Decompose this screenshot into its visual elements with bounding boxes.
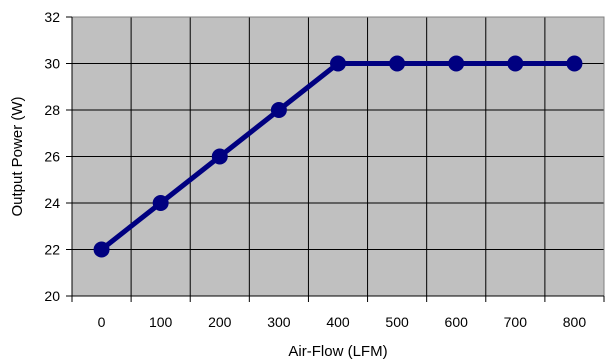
x-tick-label: 100 <box>149 314 173 330</box>
data-series <box>93 55 583 258</box>
data-point <box>507 55 524 72</box>
x-tick-label: 800 <box>563 314 587 330</box>
y-tick-label: 26 <box>44 149 60 165</box>
data-point <box>93 241 110 258</box>
y-tick-label: 28 <box>44 102 60 118</box>
y-tick-label: 32 <box>44 9 60 25</box>
tick-labels: 20 22 24 26 28 30 32 0 100 200 300 400 500 600 700 800 <box>44 9 586 330</box>
y-tick-label: 24 <box>44 195 60 211</box>
x-tick-label: 0 <box>98 314 106 330</box>
data-point <box>566 55 583 72</box>
data-point <box>152 195 169 211</box>
x-tick-label: 600 <box>445 314 469 330</box>
data-point <box>270 102 287 118</box>
x-tick-label: 500 <box>385 314 409 330</box>
data-point <box>330 55 346 72</box>
y-axis-title: Output Power (W) <box>9 96 26 216</box>
x-tick-label: 700 <box>504 314 528 330</box>
x-tick-label: 300 <box>267 314 291 330</box>
x-tick-label: 400 <box>326 314 350 330</box>
y-tick-label: 22 <box>44 242 60 258</box>
x-axis-title: Air-Flow (LFM) <box>288 343 387 360</box>
data-point <box>211 148 228 165</box>
x-tick-label: 200 <box>208 314 232 330</box>
data-point <box>448 55 465 72</box>
y-tick-label: 20 <box>44 288 60 304</box>
y-tick-label: 30 <box>44 56 60 72</box>
data-point <box>389 55 406 72</box>
axes <box>66 16 605 302</box>
